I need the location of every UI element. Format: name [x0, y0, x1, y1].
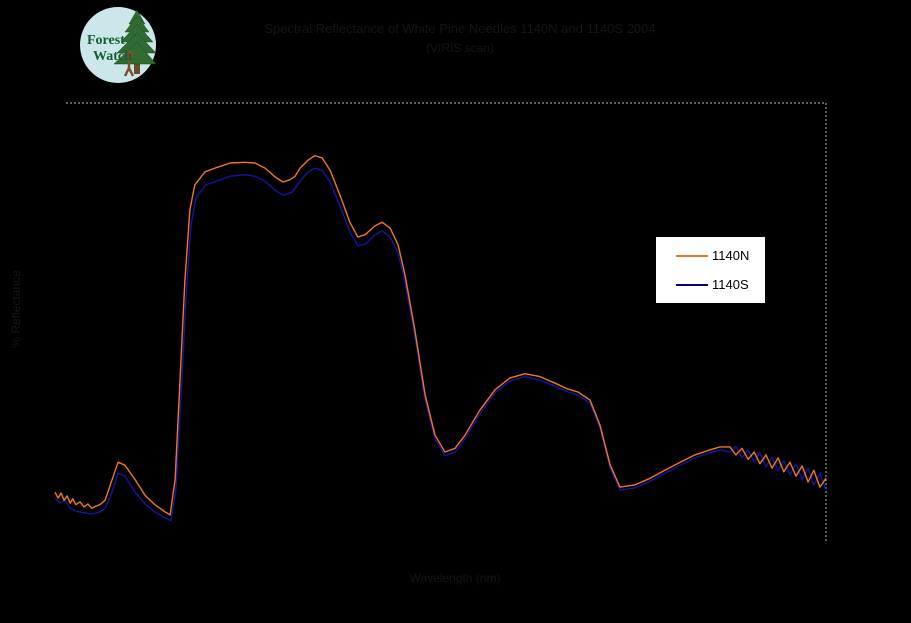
pine-tree-icon — [113, 9, 157, 77]
x-axis-label: Wavelength (nm) — [409, 571, 501, 585]
forestwatch-logo: Forest Watch — [79, 6, 157, 84]
logo-text-watch: Watch — [93, 49, 132, 64]
legend-entry-1140N: 1140N — [676, 249, 765, 262]
legend-entry-1140S: 1140S — [676, 278, 765, 291]
series-line-1140N — [54, 154, 827, 516]
climber-figure-icon — [123, 52, 135, 77]
series-line-1140S — [54, 167, 827, 522]
forestwatch-logo-icon: Forest Watch — [80, 7, 157, 83]
logo-text-forest: Forest — [87, 33, 125, 48]
chart-title: Spectral Reflectance of White Pine Needl… — [264, 21, 656, 36]
legend: 1140N 1140S — [656, 237, 765, 303]
legend-line-swatch-1140S — [676, 283, 708, 286]
chart-subtitle: (VIRIS scan) — [425, 41, 494, 55]
legend-label-1140S: 1140S — [712, 277, 749, 292]
legend-label-1140N: 1140N — [712, 248, 750, 263]
legend-line-swatch-1140N — [676, 254, 708, 257]
